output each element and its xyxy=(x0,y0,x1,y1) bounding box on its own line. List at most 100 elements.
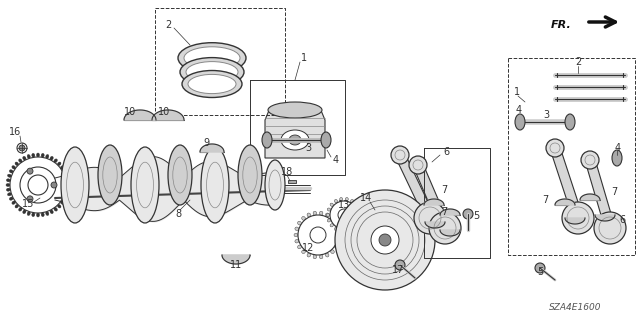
Ellipse shape xyxy=(310,227,326,243)
Ellipse shape xyxy=(357,219,361,222)
Text: 4: 4 xyxy=(615,143,621,153)
Ellipse shape xyxy=(50,156,53,160)
Ellipse shape xyxy=(330,224,333,227)
Ellipse shape xyxy=(307,213,310,217)
Text: 10: 10 xyxy=(124,107,136,117)
Polygon shape xyxy=(424,199,444,205)
Ellipse shape xyxy=(36,153,40,157)
Ellipse shape xyxy=(355,203,358,206)
Ellipse shape xyxy=(345,229,348,233)
Text: 3: 3 xyxy=(305,143,311,153)
Text: 2: 2 xyxy=(575,57,581,67)
Ellipse shape xyxy=(12,166,15,169)
Ellipse shape xyxy=(371,226,399,254)
Ellipse shape xyxy=(17,143,27,153)
Ellipse shape xyxy=(66,179,70,182)
Ellipse shape xyxy=(409,156,427,174)
Ellipse shape xyxy=(345,197,348,201)
Polygon shape xyxy=(288,180,296,183)
Ellipse shape xyxy=(301,250,305,254)
Text: 1: 1 xyxy=(514,87,520,97)
Ellipse shape xyxy=(325,213,329,217)
Text: 5: 5 xyxy=(537,267,543,277)
Text: 11: 11 xyxy=(230,260,242,270)
Ellipse shape xyxy=(515,114,525,130)
Ellipse shape xyxy=(565,114,575,130)
Ellipse shape xyxy=(358,213,362,217)
Polygon shape xyxy=(200,144,224,152)
Text: 8: 8 xyxy=(175,209,181,219)
Ellipse shape xyxy=(65,193,68,196)
Ellipse shape xyxy=(45,154,49,159)
Ellipse shape xyxy=(379,234,391,246)
Polygon shape xyxy=(425,222,445,228)
Ellipse shape xyxy=(535,263,545,273)
Ellipse shape xyxy=(238,145,262,205)
Ellipse shape xyxy=(294,233,298,237)
Polygon shape xyxy=(565,218,585,224)
Text: 14: 14 xyxy=(360,193,372,203)
Ellipse shape xyxy=(6,183,10,187)
Ellipse shape xyxy=(54,159,58,163)
Ellipse shape xyxy=(281,130,309,150)
Ellipse shape xyxy=(6,188,10,191)
Text: 2: 2 xyxy=(165,20,171,30)
Ellipse shape xyxy=(184,47,240,69)
Ellipse shape xyxy=(313,255,317,259)
Ellipse shape xyxy=(66,188,70,191)
Ellipse shape xyxy=(98,145,122,205)
Ellipse shape xyxy=(298,215,338,255)
Ellipse shape xyxy=(319,211,323,215)
Ellipse shape xyxy=(60,166,64,169)
Ellipse shape xyxy=(351,227,353,231)
Ellipse shape xyxy=(41,153,44,157)
Ellipse shape xyxy=(330,250,334,254)
Ellipse shape xyxy=(15,162,19,166)
Text: 17: 17 xyxy=(392,265,404,275)
Ellipse shape xyxy=(8,174,12,177)
Ellipse shape xyxy=(65,174,68,177)
Ellipse shape xyxy=(182,70,242,98)
Text: 9: 9 xyxy=(203,138,209,148)
Text: 10: 10 xyxy=(158,107,170,117)
Ellipse shape xyxy=(188,74,236,93)
Ellipse shape xyxy=(10,157,66,213)
Ellipse shape xyxy=(265,160,285,210)
Ellipse shape xyxy=(36,213,40,217)
Ellipse shape xyxy=(391,146,409,164)
Ellipse shape xyxy=(429,212,461,244)
Ellipse shape xyxy=(330,217,334,220)
Ellipse shape xyxy=(351,199,353,203)
Polygon shape xyxy=(550,146,583,219)
Ellipse shape xyxy=(131,147,159,223)
Ellipse shape xyxy=(335,190,435,290)
Polygon shape xyxy=(413,163,449,230)
Polygon shape xyxy=(152,110,184,120)
Ellipse shape xyxy=(19,207,22,211)
Ellipse shape xyxy=(298,221,301,225)
Ellipse shape xyxy=(45,211,49,216)
Text: FR.: FR. xyxy=(551,20,572,30)
Ellipse shape xyxy=(19,159,22,163)
Ellipse shape xyxy=(326,213,330,217)
Ellipse shape xyxy=(330,203,333,206)
Polygon shape xyxy=(440,230,460,236)
Ellipse shape xyxy=(12,201,15,204)
Ellipse shape xyxy=(262,132,272,148)
Ellipse shape xyxy=(27,211,30,216)
Polygon shape xyxy=(595,215,615,221)
Ellipse shape xyxy=(463,209,473,219)
Ellipse shape xyxy=(10,197,13,200)
Ellipse shape xyxy=(562,202,594,234)
Ellipse shape xyxy=(32,213,35,217)
Text: 5: 5 xyxy=(473,211,479,221)
Text: SZA4E1600: SZA4E1600 xyxy=(548,303,601,313)
Text: 13: 13 xyxy=(338,200,350,210)
Ellipse shape xyxy=(60,201,64,204)
Text: 7: 7 xyxy=(542,195,548,205)
Polygon shape xyxy=(580,194,600,200)
Ellipse shape xyxy=(268,102,322,118)
Text: 12: 12 xyxy=(302,243,314,253)
Ellipse shape xyxy=(6,179,10,182)
Ellipse shape xyxy=(27,168,33,174)
